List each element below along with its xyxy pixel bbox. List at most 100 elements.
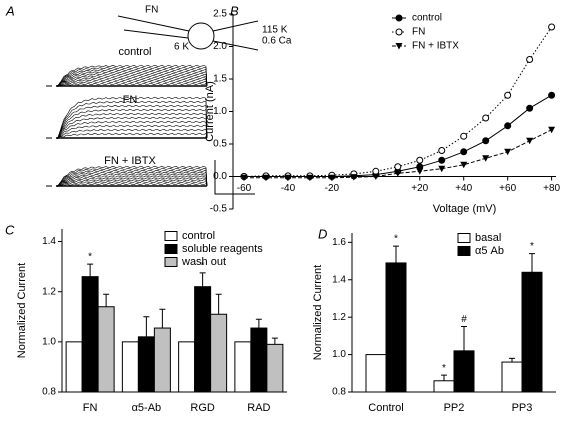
marker: [504, 91, 512, 99]
error-bar: [441, 374, 447, 381]
error-bar: [159, 308, 166, 329]
marker: [416, 168, 424, 175]
bar: [65, 341, 83, 393]
current-trace: [55, 179, 208, 187]
current-trace: [55, 132, 208, 139]
legend-swatch: [457, 233, 471, 243]
panel-letter: B: [230, 3, 239, 18]
trace-label: FN: [123, 94, 138, 106]
pipette-line: [123, 29, 189, 39]
y-axis-label: Normalized Current: [16, 263, 28, 358]
error-bar: [271, 337, 278, 345]
marker: [526, 104, 534, 112]
current-trace: [55, 169, 208, 187]
x-tick-label: PP3: [512, 402, 533, 414]
marker: [460, 148, 468, 156]
y-tick-label: 1.0: [42, 336, 56, 347]
x-tick-label: +80: [543, 183, 560, 194]
bar: [97, 306, 115, 393]
current-trace: [55, 76, 208, 87]
x-tick-label: α5-Ab: [132, 402, 162, 414]
marker: [460, 161, 468, 169]
x-tick-label: PP2: [444, 402, 465, 414]
error-bar: [215, 293, 222, 315]
legend-label: control: [182, 230, 215, 242]
y-tick-label: 1.5: [213, 74, 227, 85]
marker: [438, 165, 446, 173]
x-tick-label: Control: [368, 402, 403, 414]
current-trace: [55, 80, 208, 87]
annotation: #: [461, 314, 467, 325]
current-trace: [55, 74, 208, 87]
marker: [460, 132, 468, 140]
y-tick-label: 1.4: [42, 236, 56, 247]
bar: [453, 350, 475, 393]
y-tick-label: 0.8: [42, 387, 56, 398]
bar: [501, 361, 523, 393]
series-line: [243, 26, 553, 177]
bar: [81, 276, 99, 393]
marker: [482, 155, 490, 162]
current-trace: [55, 167, 208, 187]
y-tick-label: 1.2: [42, 286, 56, 297]
marker: [306, 174, 314, 182]
marker: [262, 174, 270, 182]
error-bar: [393, 245, 399, 263]
current-trace: [55, 120, 208, 139]
y-tick-label: 1.4: [332, 274, 346, 285]
panel-letter: A: [5, 3, 15, 18]
pipette-line: [212, 40, 259, 51]
current-trace: [55, 171, 208, 187]
trace-label: control: [118, 46, 151, 58]
marker: [394, 163, 402, 171]
bar: [234, 341, 252, 393]
current-trace: [55, 112, 208, 140]
bar: [137, 336, 155, 393]
marker: [482, 137, 490, 145]
y-tick-label: 0.0: [213, 171, 227, 182]
current-trace: [55, 66, 208, 87]
bar: [194, 286, 212, 393]
legend-swatch: [457, 246, 471, 256]
bar: [521, 271, 543, 393]
y-tick-label: 1.0: [213, 106, 227, 117]
bar: [365, 354, 387, 393]
x-tick-label: -40: [281, 183, 296, 194]
annotation: *: [530, 241, 534, 252]
diagram-label: FN: [145, 5, 158, 16]
diagram-label: 115 K: [262, 25, 288, 36]
current-trace: [55, 108, 208, 139]
current-trace: [55, 177, 208, 187]
legend-swatch: [164, 231, 178, 241]
x-tick-label: +40: [455, 183, 472, 194]
current-trace: [55, 124, 208, 139]
legend-marker: [395, 43, 403, 50]
marker: [438, 156, 446, 164]
marker: [394, 170, 402, 177]
panel-letter: D: [318, 226, 327, 241]
marker: [240, 174, 248, 182]
annotation: *: [88, 252, 92, 263]
cell: [187, 22, 215, 50]
error-bar: [461, 326, 467, 351]
current-trace: [55, 183, 208, 187]
current-trace: [55, 181, 208, 187]
scale-bar: [214, 160, 255, 195]
marker: [350, 174, 358, 181]
legend-label: α5 Ab: [475, 245, 504, 257]
annotation: *: [394, 234, 398, 245]
panel-letter: C: [5, 222, 15, 237]
series-line: [244, 129, 552, 179]
x-axis-label: Voltage (mV): [433, 203, 497, 215]
legend-label: soluble reagents: [182, 243, 263, 255]
marker: [328, 174, 336, 182]
marker: [548, 23, 556, 31]
legend-label: FN: [412, 27, 425, 38]
error-bar: [509, 357, 515, 363]
x-tick-label: RAD: [247, 402, 270, 414]
x-tick-label: RGD: [190, 402, 215, 414]
legend-swatch: [164, 257, 178, 267]
annotation: *: [201, 261, 205, 272]
current-trace: [55, 173, 208, 188]
